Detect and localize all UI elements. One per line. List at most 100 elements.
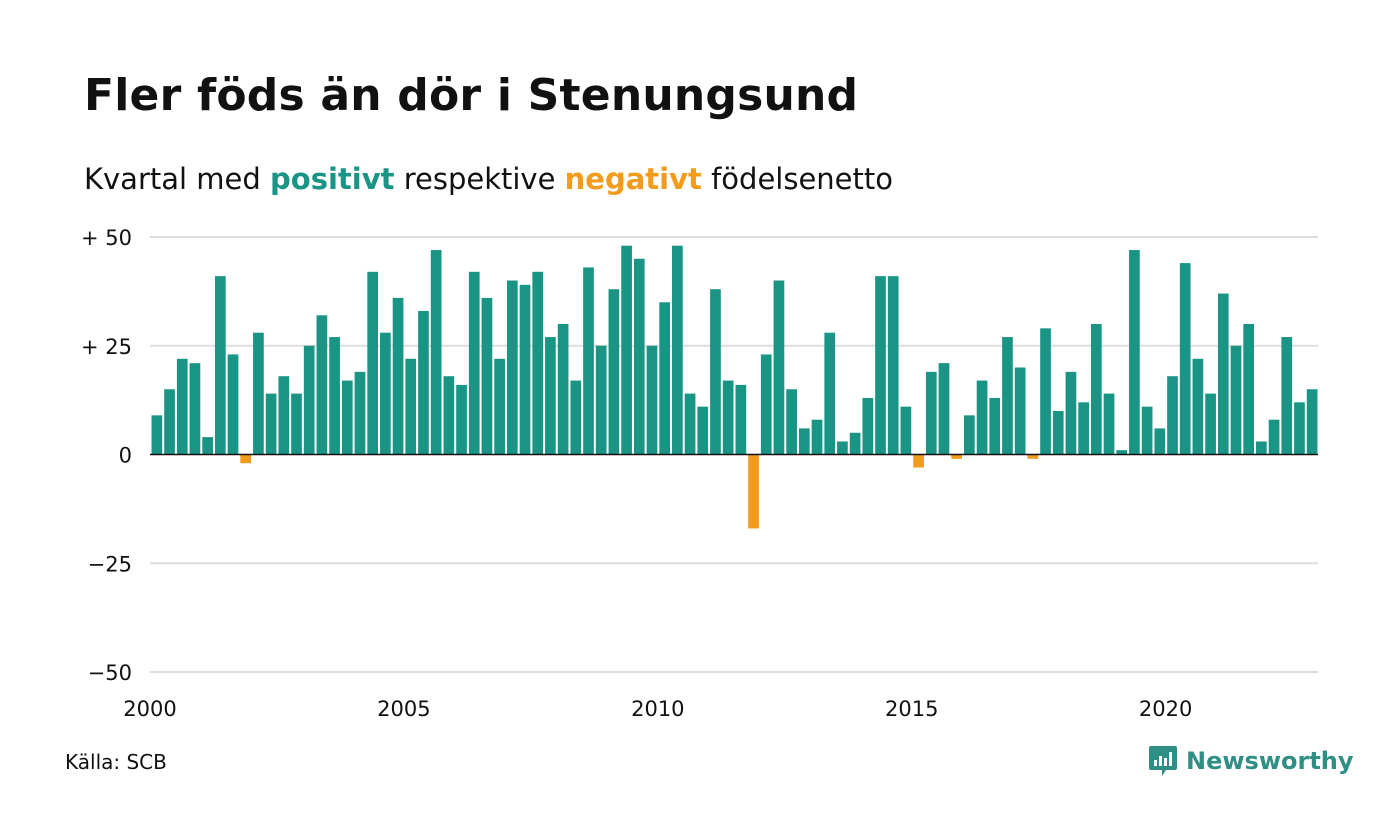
bar — [837, 441, 848, 455]
bar — [964, 415, 975, 455]
bar — [329, 337, 340, 455]
brand-logo: Newsworthy — [1148, 744, 1354, 778]
bar — [418, 310, 429, 455]
bar — [545, 337, 556, 455]
bar — [900, 406, 912, 455]
bar — [773, 280, 785, 455]
bar — [1078, 402, 1089, 455]
source-note: Källa: SCB — [65, 750, 167, 774]
x-tick-label: 2015 — [885, 697, 938, 721]
bar — [430, 250, 442, 455]
chart-subtitle: Kvartal med positivt respektive negativt… — [84, 162, 893, 196]
grid-layer — [150, 236, 1318, 673]
y-tick-label: + 25 — [81, 335, 132, 359]
y-tick-label: + 50 — [81, 226, 132, 250]
bar — [1065, 371, 1077, 455]
bar — [443, 376, 455, 455]
bar — [1103, 393, 1115, 455]
bar — [506, 280, 518, 455]
bar — [1281, 337, 1293, 455]
subtitle-text-middle: respektive — [394, 162, 565, 196]
bar — [380, 332, 391, 455]
bar — [887, 276, 899, 455]
bar — [557, 324, 569, 455]
bar — [684, 393, 696, 455]
bar — [646, 345, 658, 455]
bar — [748, 454, 759, 529]
bar — [583, 267, 594, 455]
subtitle-text-start: Kvartal med — [84, 162, 271, 196]
bar — [672, 245, 683, 455]
bar — [278, 376, 290, 455]
bar — [519, 284, 531, 455]
bar — [481, 297, 493, 455]
x-tick-label: 2000 — [123, 697, 176, 721]
bar — [532, 271, 544, 455]
bar — [1167, 376, 1178, 455]
y-tick-label: 0 — [119, 444, 132, 468]
bar — [849, 432, 861, 455]
bar — [989, 397, 1001, 455]
bar — [1205, 393, 1216, 455]
bar — [735, 384, 747, 455]
bar — [367, 271, 379, 455]
bar — [1027, 454, 1039, 459]
subtitle-negative-word: negativt — [564, 162, 702, 196]
newsworthy-chart-icon — [1149, 746, 1177, 776]
bar — [341, 380, 353, 455]
bar — [291, 393, 302, 455]
bar — [1243, 324, 1255, 455]
bar — [1052, 411, 1064, 455]
x-tick-label: 2010 — [631, 697, 684, 721]
bar — [570, 380, 582, 455]
bar — [1268, 419, 1280, 455]
y-tick-label: −50 — [88, 661, 132, 685]
bar — [151, 415, 163, 455]
bar — [494, 358, 505, 455]
bar — [824, 332, 836, 455]
bar — [1154, 428, 1166, 455]
bar — [176, 358, 188, 455]
bar — [1014, 367, 1026, 455]
bar — [1116, 450, 1128, 455]
bar — [1040, 328, 1051, 455]
bar — [1090, 324, 1102, 455]
bar — [316, 315, 328, 455]
x-axis-ticks: 2000 2005 2010 2015 2020 — [123, 697, 1192, 721]
bar — [1230, 345, 1242, 455]
bar — [913, 454, 924, 468]
bar — [265, 393, 277, 455]
bar — [621, 245, 632, 455]
bar — [214, 276, 226, 455]
bar — [1256, 441, 1267, 455]
bar — [786, 389, 797, 455]
bar — [697, 406, 709, 455]
bar — [1129, 250, 1140, 455]
chart-title: Fler föds än dör i Stenungsund — [84, 70, 859, 121]
bars-layer — [150, 245, 1318, 529]
bar — [1306, 389, 1318, 455]
brand-name: Newsworthy — [1186, 747, 1354, 775]
bar — [468, 271, 480, 455]
bar — [456, 384, 467, 455]
bar — [862, 397, 874, 455]
bar — [722, 380, 734, 455]
bar — [202, 437, 213, 455]
bar — [1192, 358, 1204, 455]
bar — [938, 363, 950, 455]
bar — [354, 371, 366, 455]
bar — [659, 302, 671, 455]
bar — [253, 332, 264, 455]
x-tick-label: 2020 — [1139, 697, 1192, 721]
bar — [710, 289, 721, 455]
bar — [392, 297, 404, 455]
bar — [189, 363, 201, 455]
bar — [633, 258, 645, 455]
x-tick-label: 2005 — [377, 697, 430, 721]
bar — [1294, 402, 1305, 455]
bar — [227, 354, 239, 455]
subtitle-positive-word: positivt — [270, 162, 395, 196]
bar-chart: + 50 + 25 0 −25 −50 2000 2005 2010 2015 2020 — [81, 226, 1318, 721]
bar — [1217, 293, 1229, 455]
bar — [1179, 263, 1191, 455]
